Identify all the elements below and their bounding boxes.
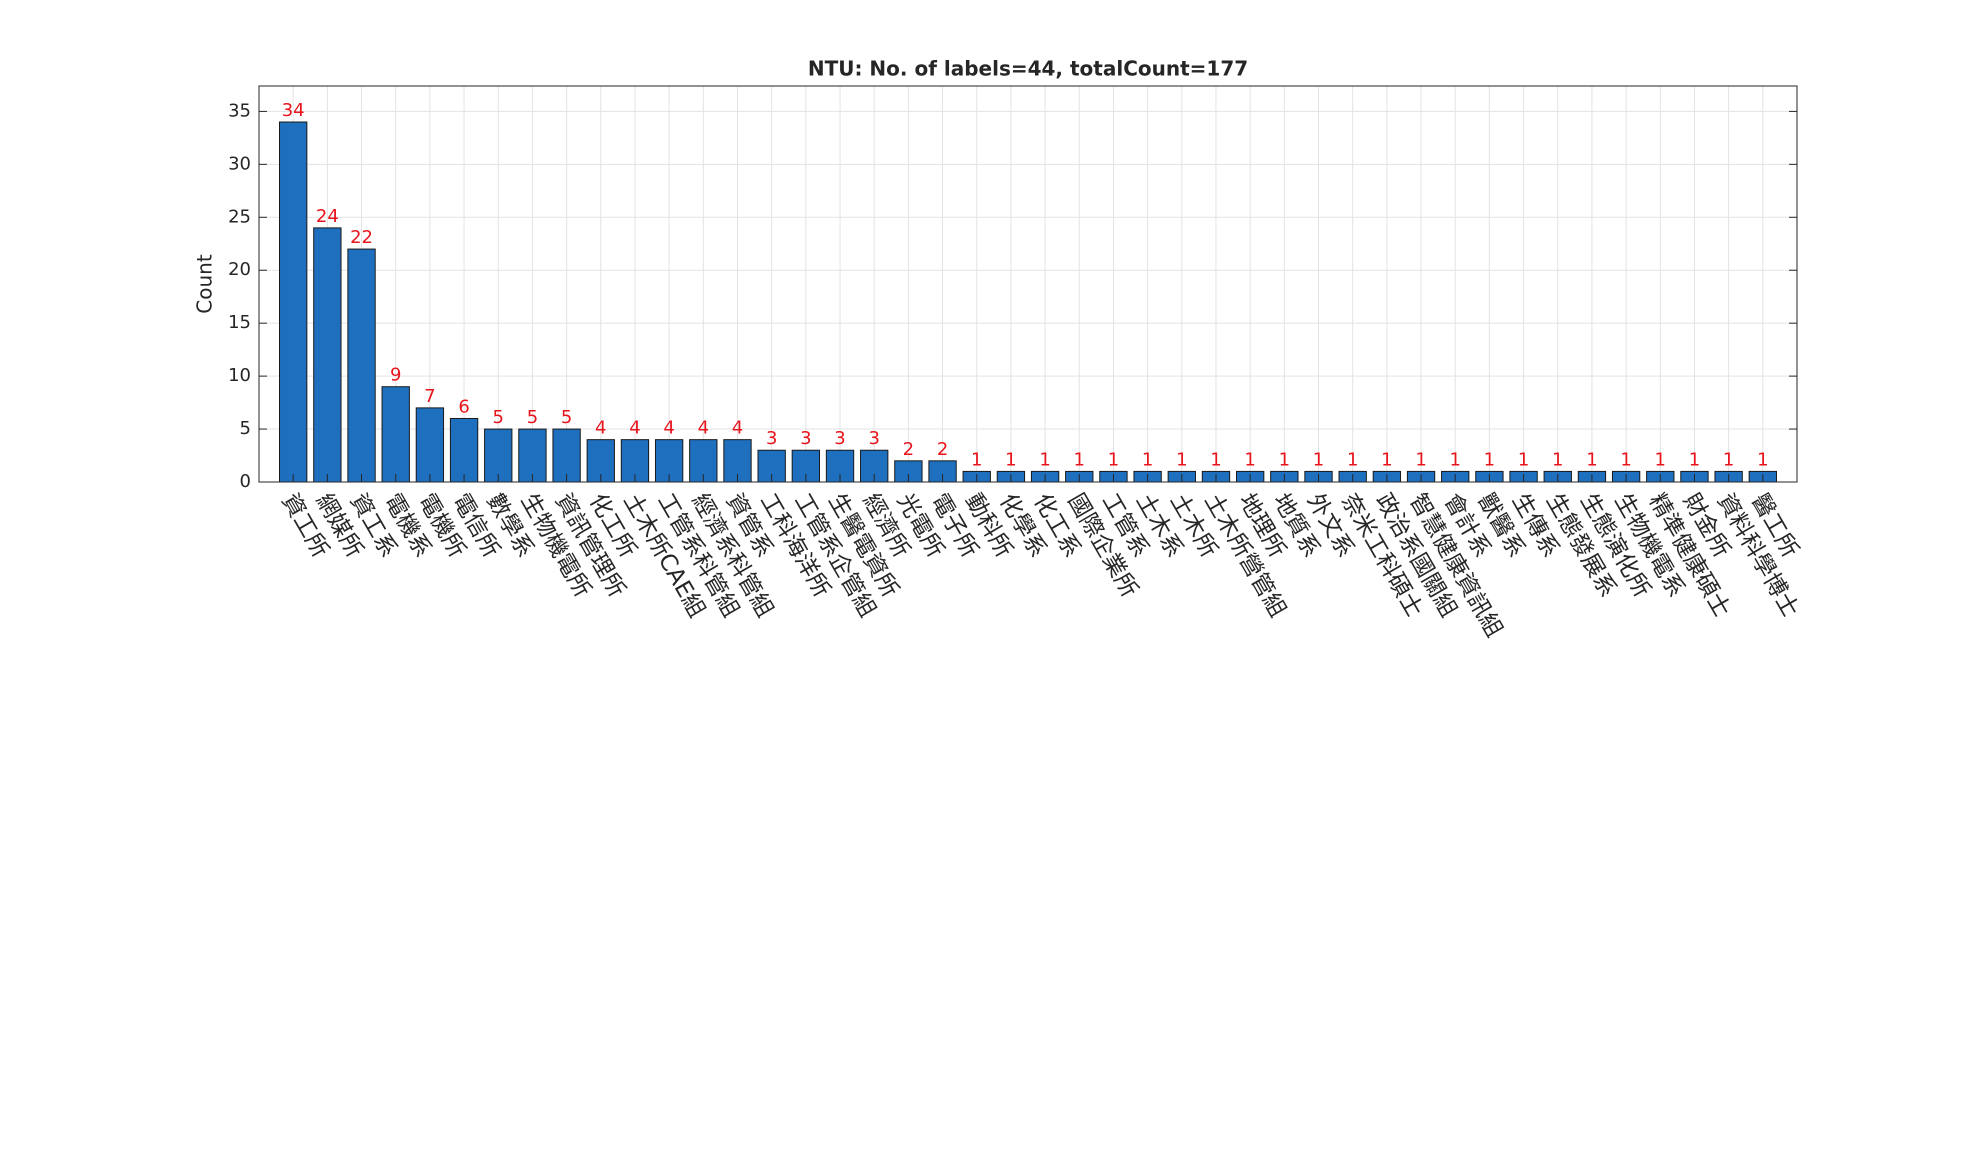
y-tick-label: 10	[228, 365, 251, 386]
data-label: 1	[1074, 449, 1085, 470]
data-label: 4	[698, 418, 709, 439]
data-label: 1	[1518, 449, 1529, 470]
data-label: 1	[1313, 449, 1324, 470]
y-tick-label: 15	[228, 312, 251, 333]
plot-frame	[258, 85, 1798, 483]
y-axis-label: Count	[193, 254, 217, 314]
data-label: 1	[1757, 449, 1768, 470]
data-label: 2	[903, 439, 914, 460]
bar	[449, 417, 479, 483]
chart-title: NTU: No. of labels=44, totalCount=177	[808, 57, 1248, 81]
data-label: 1	[1005, 449, 1016, 470]
data-label: 1	[1415, 449, 1426, 470]
bar	[415, 407, 445, 483]
data-label: 4	[732, 418, 743, 439]
data-label: 9	[390, 365, 401, 386]
y-tick-label: 0	[240, 471, 251, 492]
data-label: 3	[868, 428, 879, 449]
y-tick-label: 30	[228, 153, 251, 174]
data-label: 1	[1484, 449, 1495, 470]
y-tick-label: 35	[228, 100, 251, 121]
data-label: 5	[493, 407, 504, 428]
data-label: 1	[1244, 449, 1255, 470]
data-label: 6	[458, 396, 469, 417]
data-label: 1	[1142, 449, 1153, 470]
data-label: 22	[350, 227, 373, 248]
data-label: 3	[800, 428, 811, 449]
bar	[279, 121, 308, 483]
data-label: 4	[595, 418, 606, 439]
bar	[381, 386, 410, 483]
data-label: 1	[1552, 449, 1563, 470]
data-label: 1	[1279, 449, 1290, 470]
data-label: 3	[834, 428, 845, 449]
bar	[313, 227, 342, 483]
data-label: 1	[1655, 449, 1666, 470]
data-label: 1	[1689, 449, 1700, 470]
data-label: 1	[1620, 449, 1631, 470]
y-tick-label: 5	[240, 418, 251, 439]
data-label: 1	[1449, 449, 1460, 470]
y-tick-label: 20	[228, 259, 251, 280]
data-label: 1	[1586, 449, 1597, 470]
data-label: 1	[1176, 449, 1187, 470]
data-label: 2	[937, 439, 948, 460]
data-label: 24	[316, 206, 339, 227]
data-label: 5	[561, 407, 572, 428]
data-label: 1	[1347, 449, 1358, 470]
data-label: 1	[971, 449, 982, 470]
data-label: 7	[424, 386, 435, 407]
data-label: 34	[282, 100, 305, 121]
bar	[552, 428, 581, 483]
data-label: 4	[663, 418, 674, 439]
data-label: 1	[1381, 449, 1392, 470]
data-label: 4	[629, 418, 640, 439]
data-label: 1	[1039, 449, 1050, 470]
data-label: 1	[1210, 449, 1221, 470]
data-label: 3	[766, 428, 777, 449]
grid	[259, 86, 1797, 483]
y-tick-label: 25	[228, 206, 251, 227]
bar	[347, 248, 376, 483]
data-label: 5	[527, 407, 538, 428]
data-label: 1	[1108, 449, 1119, 470]
data-label: 1	[1723, 449, 1734, 470]
